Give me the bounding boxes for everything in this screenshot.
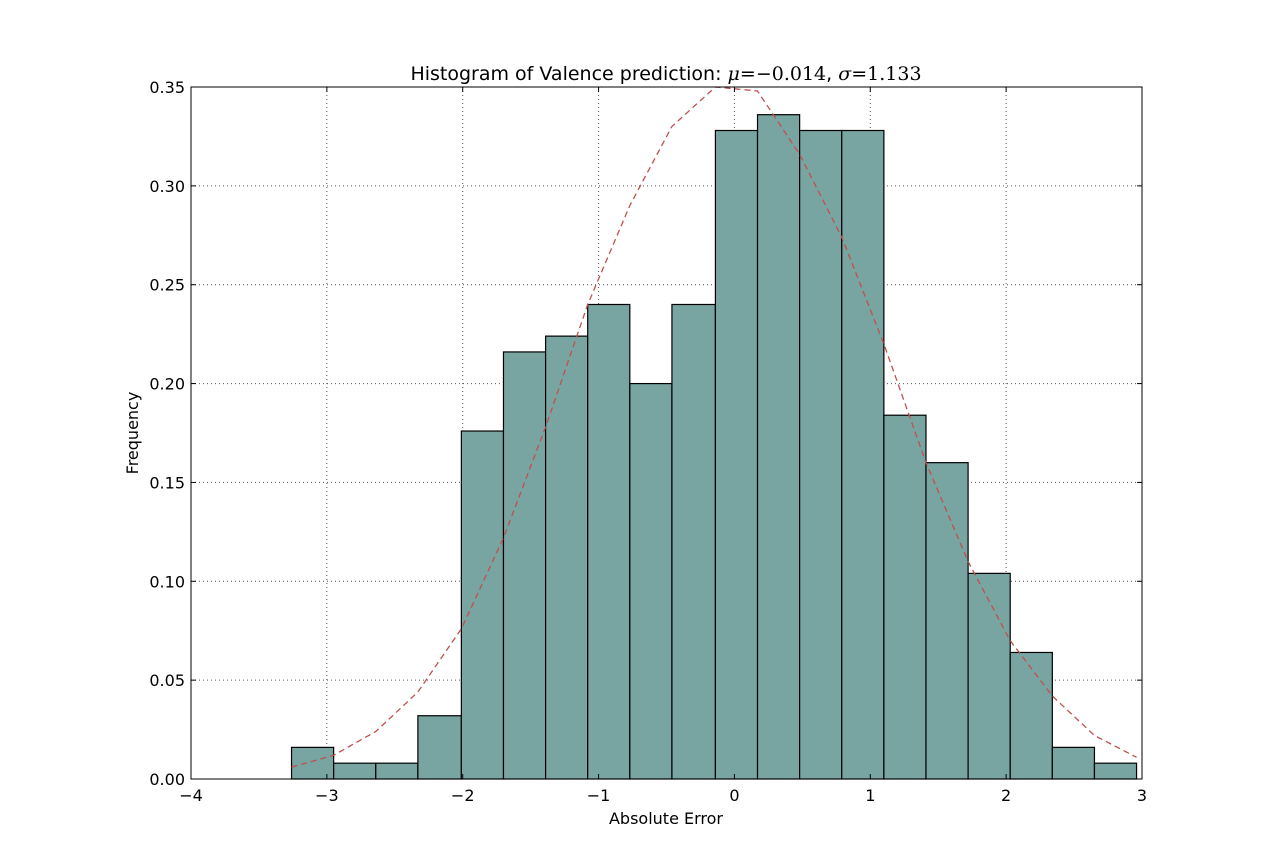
histogram-bar-7 [587,303,631,780]
histogram-bar-19 [1093,762,1138,780]
y-tick-label-0: 0.00 [149,770,185,789]
y-tick-label-7: 0.35 [149,78,185,97]
histogram-bar-9 [671,303,717,780]
histogram-bar-3 [417,715,462,780]
title-sigma-equals: = [851,63,867,85]
histogram-bar-12 [799,129,843,780]
histogram-bar-2 [375,762,419,780]
x-tick-label-4: 0 [729,786,739,805]
histogram-bar-6 [544,335,589,780]
histogram-bar-5 [502,351,547,780]
x-tick-label-7: 3 [1137,786,1147,805]
histogram-bar-10 [714,129,759,780]
y-tick-labels: 0.00 0.05 0.10 0.15 0.20 0.25 0.30 0.35 [149,78,185,789]
y-tick-label-3: 0.15 [149,473,185,492]
x-tick-label-5: 1 [865,786,875,805]
y-axis-label: Frequency [123,392,142,475]
histogram-bar-15 [925,462,969,780]
x-tick-label-6: 2 [1001,786,1011,805]
histogram-bar-17 [1009,651,1053,780]
chart-title: Histogram of Valence prediction: μ=−0.01… [410,63,921,85]
histogram-bar-11 [756,114,801,780]
axes-frame [190,86,1143,780]
y-tick-label-5: 0.25 [149,276,185,295]
title-mu-value: −0.014 [756,63,826,85]
axis-ticks [190,86,1143,780]
histogram-bar-14 [883,414,927,780]
x-tick-label-2: −2 [451,786,475,805]
y-tick-label-2: 0.10 [149,572,185,591]
x-tick-label-1: −3 [315,786,339,805]
y-tick-label-4: 0.20 [149,375,185,394]
histogram-bar-18 [1051,746,1096,780]
histogram-bar-4 [460,430,505,780]
title-prefix: Histogram of Valence prediction: [410,63,727,85]
y-tick-label-1: 0.05 [149,671,185,690]
y-tick-label-6: 0.30 [149,177,185,196]
title-mu-symbol: μ [728,63,740,85]
histogram-bar-8 [629,382,673,780]
x-tick-label-3: −1 [587,786,611,805]
x-tick-labels: −4 −3 −2 −1 0 1 2 3 [179,786,1147,805]
histogram-bar-13 [841,129,885,780]
histogram-bars [290,114,1138,780]
histogram-bar-16 [967,572,1011,780]
x-tick-label-0: −4 [179,786,203,805]
x-axis-label: Absolute Error [609,809,723,828]
title-mu-equals: = [740,63,756,85]
histogram-bar-1 [333,762,377,780]
title-sigma-symbol: σ [838,63,852,85]
title-sigma-value: 1.133 [867,63,921,85]
title-separator: , [826,63,838,85]
